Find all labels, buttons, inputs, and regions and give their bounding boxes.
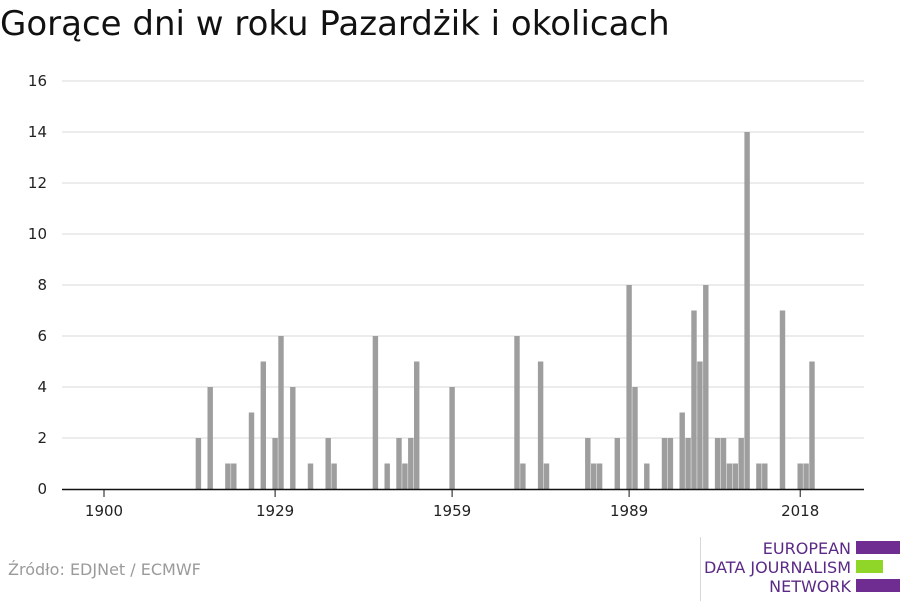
bar-1990 bbox=[632, 387, 638, 489]
bar-1971 bbox=[520, 463, 526, 489]
bar-2008 bbox=[738, 438, 744, 489]
logo-bar-top bbox=[856, 541, 900, 554]
bar-1984 bbox=[596, 463, 603, 489]
bar-2001 bbox=[697, 361, 703, 489]
bar-1939 bbox=[331, 463, 337, 489]
bar-1935 bbox=[307, 463, 314, 489]
y-tick-label: 8 bbox=[37, 276, 47, 294]
bar-1982 bbox=[585, 438, 591, 489]
bar-1938 bbox=[325, 438, 331, 489]
bar-1916 bbox=[195, 438, 202, 489]
x-tick-label: 1989 bbox=[610, 502, 648, 520]
bar-1922 bbox=[231, 463, 237, 489]
y-axis-ticks: 0 2 4 6 8 10 12 14 16 bbox=[28, 72, 47, 498]
y-tick-label: 14 bbox=[28, 123, 47, 141]
bar-2000 bbox=[691, 310, 697, 489]
grid-lines bbox=[62, 80, 864, 439]
x-tick-label: 1929 bbox=[256, 502, 294, 520]
bar-2011 bbox=[756, 463, 762, 489]
edjnet-logo: EUROPEAN DATA JOURNALISM NETWORK bbox=[700, 537, 900, 601]
bar-1992 bbox=[644, 463, 650, 489]
bar-1995 bbox=[661, 438, 668, 489]
bar-2015 bbox=[779, 310, 786, 489]
bar-2004 bbox=[714, 438, 721, 489]
source-note: Źródło: EDJNet / ECMWF bbox=[8, 560, 201, 579]
y-tick-label: 12 bbox=[28, 174, 47, 192]
bar-2005 bbox=[720, 438, 727, 489]
bar-2012 bbox=[762, 463, 768, 489]
x-tick-label: 2018 bbox=[781, 502, 819, 520]
logo-text: EUROPEAN DATA JOURNALISM NETWORK bbox=[704, 539, 851, 596]
bar-1930 bbox=[278, 336, 284, 489]
y-tick-label: 6 bbox=[37, 327, 47, 345]
bar-2019 bbox=[803, 463, 809, 489]
bar-1925 bbox=[248, 412, 255, 489]
bar-1952 bbox=[408, 438, 414, 489]
logo-divider bbox=[700, 537, 701, 601]
y-tick-label: 4 bbox=[37, 378, 47, 396]
logo-bar-bottom bbox=[856, 579, 900, 592]
x-tick-label: 1959 bbox=[433, 502, 471, 520]
bar-2006 bbox=[726, 463, 733, 489]
bar-1974 bbox=[537, 361, 544, 489]
bar-1950 bbox=[396, 438, 402, 489]
bar-2002 bbox=[703, 285, 709, 489]
bar-1999 bbox=[685, 438, 691, 489]
chart-title: Gorące dni w roku Pazardżik i okolicach bbox=[0, 4, 670, 44]
bar-1970 bbox=[514, 336, 520, 489]
y-tick-label: 2 bbox=[37, 429, 47, 447]
y-tick-label: 16 bbox=[28, 72, 47, 90]
bar-2020 bbox=[809, 361, 815, 489]
bar-1927 bbox=[260, 361, 267, 489]
logo-line-1: EUROPEAN bbox=[762, 539, 851, 558]
bar-2007 bbox=[732, 463, 739, 489]
bar-1921 bbox=[225, 463, 231, 489]
bar-2018 bbox=[797, 463, 803, 489]
bar-1946 bbox=[372, 336, 379, 489]
bar-2009 bbox=[744, 132, 750, 489]
bar-1975 bbox=[543, 463, 550, 489]
logo-bar-middle bbox=[856, 560, 883, 573]
bar-1996 bbox=[667, 438, 674, 489]
bar-1948 bbox=[384, 463, 390, 489]
bar-1983 bbox=[590, 463, 597, 489]
x-axis: 1900 1929 1959 1989 2018 bbox=[62, 488, 864, 520]
logo-line-3: NETWORK bbox=[769, 577, 851, 596]
bar-series bbox=[195, 132, 815, 489]
logo-mark bbox=[856, 541, 900, 592]
bar-1951 bbox=[402, 463, 408, 489]
bar-1998 bbox=[679, 412, 685, 489]
bar-1987 bbox=[614, 438, 621, 489]
bar-1989 bbox=[626, 285, 632, 489]
bar-1953 bbox=[413, 361, 420, 489]
bar-1929 bbox=[272, 438, 278, 489]
bar-1918 bbox=[207, 387, 213, 489]
y-tick-label: 10 bbox=[28, 225, 47, 243]
bar-1959 bbox=[449, 387, 455, 489]
y-tick-label: 0 bbox=[37, 480, 47, 498]
x-tick-label: 1900 bbox=[85, 502, 123, 520]
logo-line-2: DATA JOURNALISM bbox=[704, 558, 851, 577]
bar-1932 bbox=[290, 387, 296, 489]
